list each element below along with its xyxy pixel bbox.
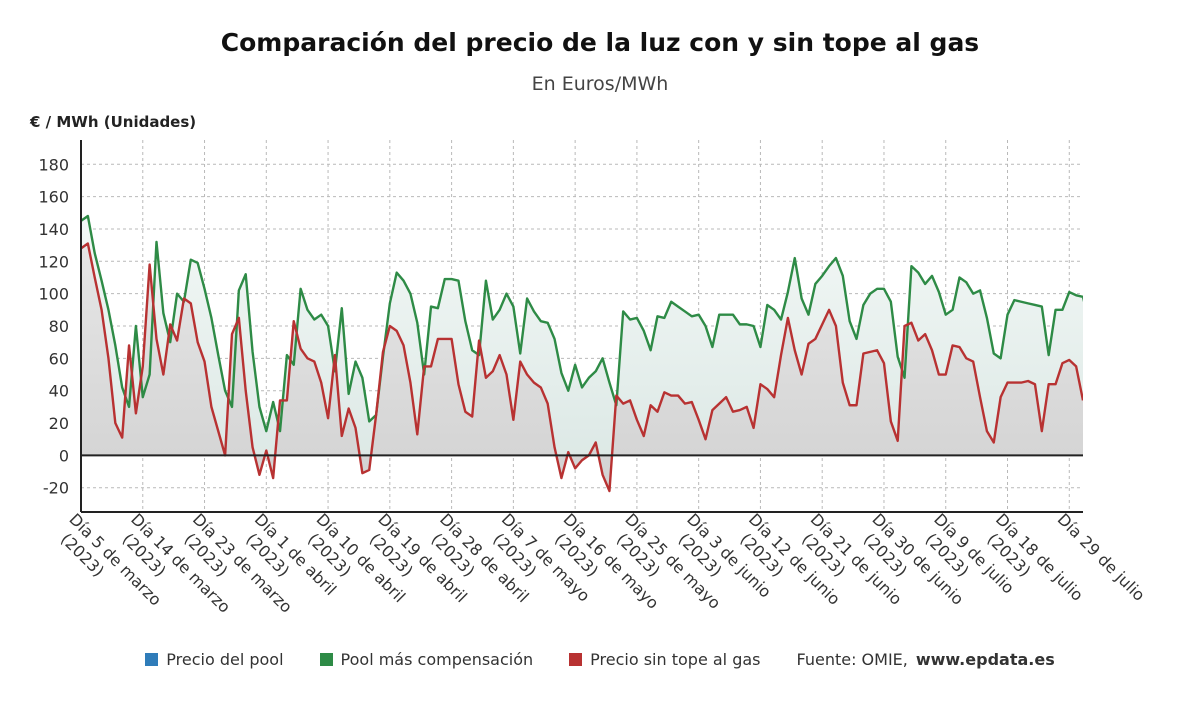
series-areas <box>81 216 1083 491</box>
legend-item-compensacion[interactable]: Pool más compensación <box>319 650 534 669</box>
y-tick-label: 40 <box>49 382 69 401</box>
y-tick-label: -20 <box>43 479 69 498</box>
legend-label-sin-tope: Precio sin tope al gas <box>590 650 761 669</box>
y-tick-label: 20 <box>49 414 69 433</box>
area-sin-tope <box>81 243 1083 491</box>
x-tick-labels: Día 5 de marzo(2023) Día 14 de marzo(2023… <box>57 510 1149 617</box>
y-tick-label: 100 <box>38 285 69 304</box>
source-site: www.epdata.es <box>915 650 1055 669</box>
y-tick-label: 80 <box>49 317 69 336</box>
y-tick-label: 160 <box>38 188 69 207</box>
y-tick-label: 180 <box>38 155 69 174</box>
series-lines <box>81 214 1083 493</box>
legend-label-pool: Precio del pool <box>166 650 284 669</box>
y-tick-label: 120 <box>38 252 69 271</box>
y-tick-label: 0 <box>59 446 69 465</box>
chart-subtitle: En Euros/MWh <box>531 73 669 95</box>
legend-item-sin-tope[interactable]: Precio sin tope al gas <box>569 650 761 669</box>
legend-swatch-compensacion <box>319 653 333 666</box>
source-prefix: Fuente: OMIE, <box>796 650 908 669</box>
axes <box>80 140 1083 513</box>
series-line-sin-tope <box>81 242 1083 493</box>
series-line-compensacion <box>81 214 1083 433</box>
line-chart: -20 0 20 40 60 80 100 120 140 160 180 Día 5 de mar… <box>38 140 1149 617</box>
y-axis-label: € / MWh (Unidades) <box>30 113 197 131</box>
y-tick-labels: -20 0 20 40 60 80 100 120 140 160 180 <box>38 155 69 497</box>
source-note: Fuente: OMIE, www.epdata.es <box>797 650 1055 669</box>
y-tick-label: 60 <box>49 349 69 368</box>
chart-title: Comparación del precio de la luz con y s… <box>220 28 980 57</box>
legend-swatch-pool <box>145 653 159 666</box>
legend: Precio del pool Pool más compensación Pr… <box>0 650 1200 669</box>
legend-swatch-sin-tope <box>569 653 583 666</box>
legend-item-pool[interactable]: Precio del pool <box>145 650 284 669</box>
legend-label-compensacion: Pool más compensación <box>340 650 534 669</box>
y-tick-label: 140 <box>38 220 69 239</box>
